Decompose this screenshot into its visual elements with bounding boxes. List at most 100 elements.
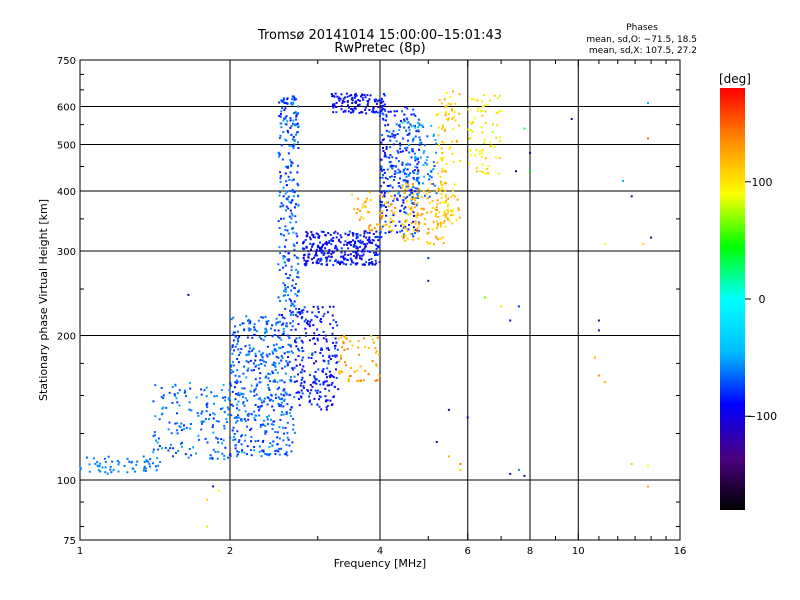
data-point [322,231,325,233]
data-point [273,380,276,383]
data-point [281,346,284,348]
data-point [297,195,300,198]
data-point [398,123,401,126]
data-point [198,438,201,441]
data-point [334,354,336,357]
data-point [294,206,296,209]
data-point [314,314,317,317]
data-point [292,423,295,426]
data-point [309,392,312,395]
data-point [358,218,361,221]
data-point [289,344,292,347]
data-point [310,357,313,359]
data-point [481,100,484,103]
data-point [232,339,235,342]
data-point [340,236,343,239]
data-point [249,320,252,323]
data-point [389,176,392,178]
data-point [272,399,275,402]
data-point [284,225,287,228]
data-point [378,261,381,263]
data-point [264,335,267,338]
data-point [380,141,383,144]
data-point [289,117,292,120]
data-point [320,263,323,266]
data-point [458,209,460,211]
data-point [307,256,310,259]
data-point [256,383,259,386]
data-point [128,460,131,463]
data-point [312,324,315,327]
data-point [334,337,337,340]
data-point [432,168,435,171]
data-point [374,379,377,382]
data-point [471,98,473,101]
data-point [387,110,390,113]
data-point [275,343,278,346]
data-point [329,373,332,376]
data-point [412,235,415,238]
data-point [271,324,274,327]
data-point [334,260,336,262]
data-point [335,321,338,324]
data-point [401,110,403,113]
data-point [332,305,335,308]
data-point [368,229,371,232]
data-point [343,243,346,246]
data-point [375,364,378,367]
data-point [597,329,600,332]
data-point [282,294,285,297]
data-point [243,328,246,331]
data-point [377,99,380,102]
data-point [236,419,239,422]
data-point [394,134,397,137]
data-point [295,283,297,285]
data-point [363,201,366,204]
data-point [411,191,413,194]
data-point [232,370,235,373]
data-point [301,376,304,379]
data-point [285,412,288,415]
data-point [282,99,285,102]
data-point [290,201,293,204]
data-point [274,365,277,368]
data-point [149,458,152,461]
data-point [356,250,359,252]
data-point [237,348,240,351]
data-point [358,353,361,356]
data-point [432,133,435,136]
data-point [289,171,292,174]
data-point [416,202,419,205]
data-point [392,199,395,202]
data-point [289,393,292,396]
data-point [484,296,487,299]
data-point [355,257,358,260]
data-point [432,183,434,185]
data-point [234,381,237,384]
data-point [271,370,274,373]
data-point [290,103,293,106]
data-point [422,190,425,193]
data-point [290,299,292,302]
data-point [320,347,323,350]
data-point [291,214,294,217]
data-point [424,218,426,220]
data-point [361,203,364,206]
data-point [363,247,366,250]
data-point [291,310,294,313]
data-point [485,173,488,175]
data-point [276,388,279,391]
data-point [132,467,135,470]
data-point [432,135,435,137]
data-point [377,239,380,242]
data-point [188,408,191,411]
data-point [245,360,248,363]
data-point [345,263,348,266]
data-point [230,384,233,387]
data-point [403,211,406,214]
data-point [380,201,383,204]
data-point [280,447,283,450]
data-point [406,237,409,240]
data-point [334,347,336,350]
data-point [421,213,424,215]
